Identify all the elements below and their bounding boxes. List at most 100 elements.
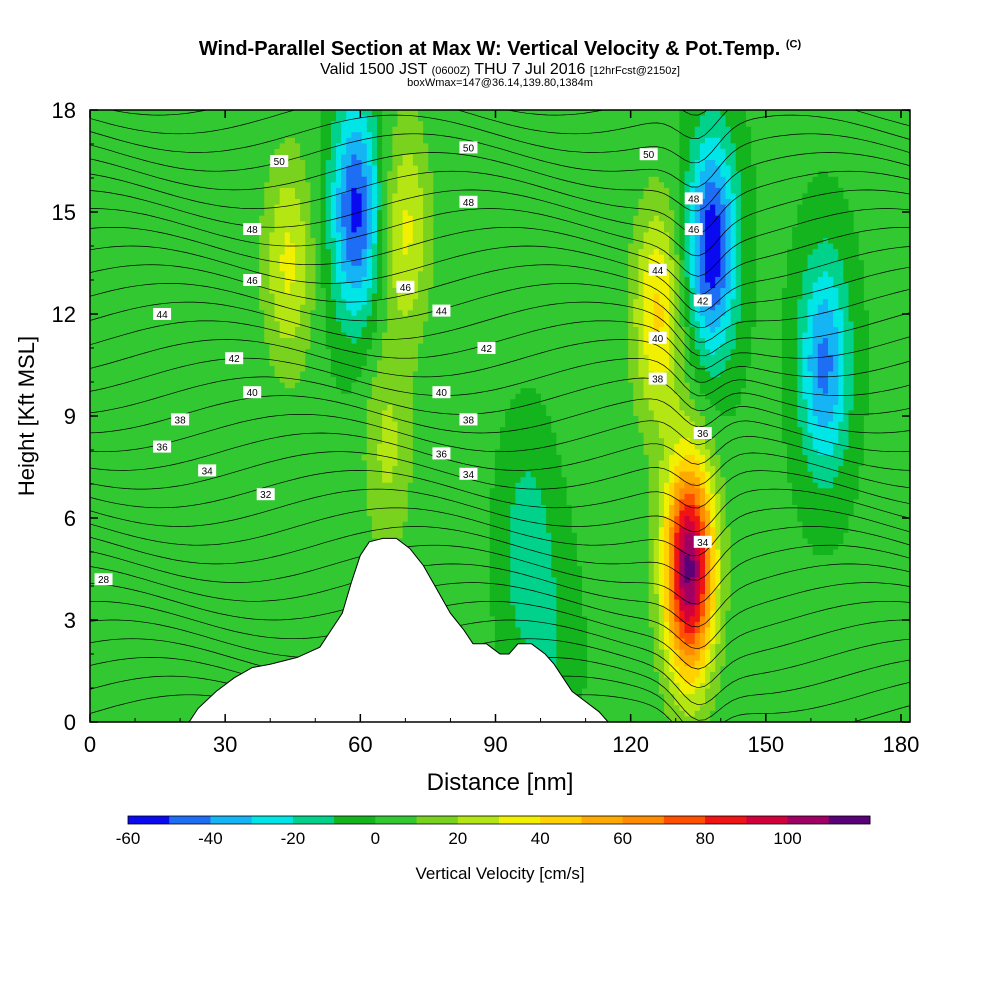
velocity-cell — [797, 154, 803, 161]
velocity-cell — [674, 160, 680, 167]
velocity-cell — [669, 221, 675, 228]
velocity-cell — [833, 204, 839, 211]
velocity-cell — [407, 176, 414, 183]
velocity-cell — [561, 154, 568, 161]
velocity-cell — [289, 221, 296, 228]
velocity-cell — [904, 221, 910, 228]
velocity-cell — [781, 154, 788, 161]
velocity-cell — [166, 282, 173, 289]
velocity-cell — [366, 160, 373, 167]
velocity-cell — [684, 137, 691, 144]
velocity-cell — [223, 210, 229, 217]
velocity-cell — [356, 254, 363, 261]
velocity-cell — [715, 276, 721, 284]
velocity-cell — [679, 210, 686, 217]
velocity-cell — [515, 226, 522, 233]
velocity-cell — [233, 282, 240, 289]
velocity-cell — [223, 137, 229, 144]
velocity-cell — [274, 110, 281, 117]
velocity-cell — [776, 148, 783, 156]
velocity-cell — [371, 193, 378, 200]
velocity-cell — [402, 176, 409, 183]
velocity-cell — [387, 276, 393, 284]
velocity-cell — [848, 243, 855, 250]
velocity-cell — [218, 121, 224, 128]
velocity-cell — [279, 137, 286, 144]
velocity-cell — [515, 265, 522, 272]
velocity-cell — [505, 237, 511, 245]
velocity-cell — [607, 215, 614, 222]
velocity-cell — [120, 193, 127, 200]
velocity-cell — [320, 126, 327, 133]
velocity-cell — [617, 115, 624, 122]
velocity-cell — [705, 171, 711, 178]
velocity-cell — [494, 249, 501, 256]
velocity-cell — [418, 143, 424, 150]
velocity-cell — [120, 199, 127, 206]
velocity-cell — [725, 143, 732, 150]
velocity-cell — [402, 276, 409, 284]
velocity-cell — [535, 143, 542, 150]
velocity-cell — [105, 204, 112, 211]
velocity-cell — [561, 187, 568, 195]
velocity-cell — [904, 143, 910, 150]
velocity-cell — [592, 165, 598, 172]
velocity-cell — [699, 137, 706, 144]
velocity-cell — [110, 221, 117, 228]
velocity-cell — [705, 215, 711, 222]
velocity-cell — [771, 221, 778, 228]
velocity-cell — [494, 176, 501, 183]
velocity-cell — [551, 137, 557, 144]
velocity-cell — [833, 243, 839, 250]
velocity-cell — [238, 232, 245, 239]
velocity-cell — [397, 243, 404, 250]
velocity-cell — [459, 132, 465, 139]
velocity-cell — [289, 121, 296, 128]
velocity-cell — [336, 221, 342, 228]
velocity-cell — [869, 182, 875, 189]
velocity-cell — [869, 160, 875, 167]
velocity-cell — [418, 148, 424, 156]
velocity-cell — [371, 121, 378, 128]
velocity-cell — [90, 132, 96, 139]
velocity-cell — [653, 165, 660, 172]
velocity-cell — [530, 160, 537, 167]
velocity-cell — [248, 187, 255, 195]
velocity-cell — [366, 187, 373, 195]
velocity-cell — [382, 137, 388, 144]
velocity-cell — [213, 271, 219, 278]
velocity-cell — [520, 193, 527, 200]
velocity-cell — [213, 137, 219, 144]
velocity-cell — [530, 176, 537, 183]
velocity-cell — [151, 226, 158, 233]
velocity-cell — [320, 143, 327, 150]
velocity-cell — [740, 221, 747, 228]
velocity-cell — [751, 199, 757, 206]
velocity-cell — [392, 143, 399, 150]
velocity-cell — [781, 276, 788, 284]
velocity-cell — [817, 148, 824, 156]
velocity-cell — [264, 171, 270, 178]
velocity-cell — [110, 132, 117, 139]
velocity-cell — [136, 143, 142, 150]
velocity-cell — [571, 171, 578, 178]
velocity-cell — [674, 110, 680, 117]
velocity-cell — [320, 137, 327, 144]
velocity-cell — [638, 271, 645, 278]
velocity-cell — [346, 154, 352, 161]
velocity-cell — [125, 282, 132, 289]
velocity-cell — [90, 199, 96, 206]
velocity-cell — [264, 137, 270, 144]
velocity-cell — [843, 276, 850, 284]
velocity-cell — [202, 215, 209, 222]
velocity-cell — [597, 176, 604, 183]
velocity-cell — [833, 171, 839, 178]
velocity-cell — [207, 226, 214, 233]
velocity-cell — [520, 226, 527, 233]
velocity-cell — [484, 193, 491, 200]
velocity-cell — [320, 148, 327, 156]
velocity-cell — [136, 160, 142, 167]
velocity-cell — [305, 193, 311, 200]
velocity-cell — [407, 171, 414, 178]
velocity-cell — [315, 182, 322, 189]
